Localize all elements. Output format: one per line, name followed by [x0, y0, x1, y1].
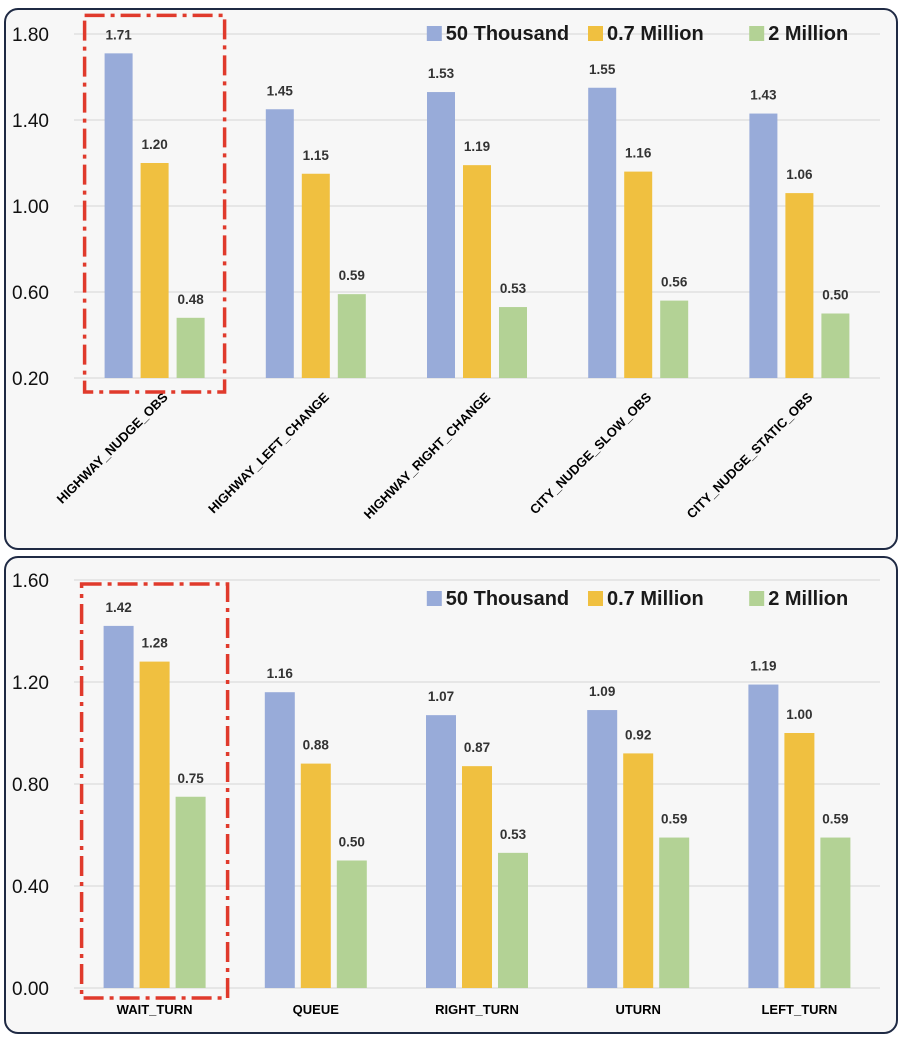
bar-value-label: 0.56: [661, 275, 688, 290]
category-label: RIGHT_TURN: [435, 1002, 519, 1017]
bar: [749, 113, 778, 379]
y-tick-label: 0.20: [12, 369, 49, 390]
bar: [336, 860, 367, 988]
y-tick-label: 0.80: [12, 775, 49, 796]
bar-value-label: 1.19: [464, 139, 490, 154]
bar: [264, 692, 295, 988]
category-label: CITY_NUDGE_SLOW_OBS: [527, 389, 655, 517]
legend-label: 50 Thousand: [446, 588, 569, 610]
legend-label: 2 Million: [768, 588, 848, 610]
legend-label: 0.7 Million: [607, 588, 704, 610]
bar: [463, 165, 491, 378]
y-tick-label: 0.60: [12, 283, 49, 304]
category-label: HIGHWAY_RIGHT_CHANGE: [361, 389, 494, 522]
bar-value-label: 1.55: [589, 62, 616, 77]
bar-value-label: 1.15: [303, 148, 330, 163]
bar-value-label: 1.42: [105, 600, 131, 615]
top-bar-chart: 0.20 0.60 1.00 1.40 1.80 1.71 1.45 1.53 1.55 1.43…: [12, 13, 880, 522]
bar-value-label: 1.53: [428, 66, 455, 81]
bar: [660, 300, 689, 378]
legend-label: 50 Thousand: [446, 23, 569, 45]
y-tick-label: 0.00: [12, 979, 49, 1000]
bar: [498, 852, 528, 988]
bar-value-label: 1.20: [141, 137, 167, 152]
bar-value-label: 1.28: [141, 636, 168, 651]
bar-value-label: 1.45: [267, 83, 294, 98]
y-tick-label: 1.40: [12, 111, 49, 132]
bar-value-label: 0.75: [177, 771, 204, 786]
bar: [176, 317, 205, 378]
bar: [748, 684, 779, 988]
bar: [265, 109, 294, 378]
category-label: WAIT_TURN: [117, 1002, 193, 1017]
legend-swatch: [588, 591, 603, 606]
category-label: QUEUE: [293, 1002, 340, 1017]
legend-swatch: [588, 26, 603, 41]
bar: [624, 171, 653, 378]
bar: [623, 753, 654, 988]
y-tick-label: 1.20: [12, 673, 49, 694]
top-chart-panel: 0.20 0.60 1.00 1.40 1.80 1.71 1.45 1.53 1.55 1.43…: [4, 8, 898, 550]
bar: [300, 763, 331, 988]
bar: [103, 625, 134, 988]
bar-value-label: 1.09: [589, 684, 615, 699]
bar: [659, 837, 690, 988]
bar-value-label: 0.59: [822, 812, 848, 827]
bar: [785, 193, 814, 378]
bar-value-label: 0.59: [661, 812, 687, 827]
bar-value-label: 0.53: [500, 281, 527, 296]
bar-value-label: 0.87: [464, 740, 490, 755]
bar: [140, 163, 169, 378]
bar-value-label: 0.50: [339, 835, 365, 850]
bar-value-label: 1.43: [750, 88, 777, 103]
bar: [784, 733, 815, 988]
y-tick-label: 1.00: [12, 197, 49, 218]
bar: [139, 661, 170, 988]
bar: [462, 766, 492, 988]
bar: [337, 294, 366, 378]
bar: [426, 715, 456, 988]
y-tick-label: 1.80: [12, 25, 49, 46]
bar: [104, 53, 133, 378]
bar: [301, 173, 330, 378]
bar-value-label: 1.06: [786, 167, 813, 182]
bar-value-label: 0.59: [339, 268, 365, 283]
bar-value-label: 1.16: [267, 666, 294, 681]
legend-label: 2 Million: [768, 23, 848, 45]
bar: [175, 796, 206, 988]
bar-value-label: 1.07: [428, 689, 454, 704]
y-tick-label: 0.40: [12, 877, 49, 898]
bar-value-label: 1.71: [105, 27, 132, 42]
bar-value-label: 0.50: [822, 288, 848, 303]
bar: [588, 87, 617, 378]
highlight-box: [82, 13, 227, 394]
bar: [499, 307, 527, 378]
bottom-chart-panel: 0.00 0.40 0.80 1.20 1.60 1.42 1.16 1.07 1.09 1.19…: [4, 556, 898, 1034]
bar: [587, 710, 618, 988]
bottom-bar-chart: 0.00 0.40 0.80 1.20 1.60 1.42 1.16 1.07 1.09 1.19…: [12, 571, 880, 1017]
bar: [820, 837, 851, 988]
legend-swatch: [426, 26, 442, 41]
category-label: CITY_NUDGE_STATIC_OBS: [684, 389, 816, 521]
y-tick-label: 1.60: [12, 571, 49, 592]
bar: [427, 92, 455, 379]
bar: [821, 313, 850, 378]
category-label: HIGHWAY_LEFT_CHANGE: [205, 389, 332, 516]
bar-value-label: 1.00: [786, 707, 812, 722]
highlight-box: [79, 582, 230, 1000]
bar-value-label: 0.88: [303, 738, 330, 753]
legend-label: 0.7 Million: [607, 23, 704, 45]
legend-swatch: [749, 591, 765, 606]
category-label: HIGHWAY_NUDGE_OBS: [54, 389, 171, 506]
bar-value-label: 0.48: [177, 292, 204, 307]
category-label: LEFT_TURN: [761, 1002, 837, 1017]
legend-swatch: [749, 26, 765, 41]
bar-value-label: 1.16: [625, 146, 652, 161]
legend-swatch: [426, 591, 442, 606]
category-label: UTURN: [615, 1002, 661, 1017]
bar-value-label: 1.19: [750, 659, 776, 674]
bar-value-label: 0.92: [625, 727, 651, 742]
bar-value-label: 0.53: [500, 827, 527, 842]
